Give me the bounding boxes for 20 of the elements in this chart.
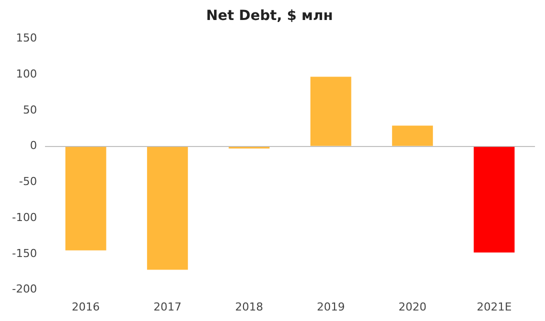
y-tick-label: 50	[22, 103, 37, 116]
y-tick-label: 0	[30, 139, 37, 152]
x-tick-label: 2021E	[476, 300, 512, 314]
x-tick-label: 2016	[72, 300, 100, 314]
bar	[147, 146, 188, 270]
y-tick-label: -200	[12, 282, 37, 296]
chart-title: Net Debt, $ млн	[206, 8, 333, 24]
bar	[65, 146, 106, 250]
x-tick-label: 2018	[235, 300, 264, 314]
x-tick-label: 2017	[153, 300, 182, 314]
x-tick-label: 2019	[316, 300, 345, 314]
y-tick-label: 150	[16, 32, 37, 45]
bar	[392, 126, 433, 146]
y-tick-label: 100	[16, 68, 37, 81]
y-tick-label: -150	[12, 246, 37, 260]
y-tick-label: -100	[12, 210, 37, 224]
bar	[310, 76, 352, 146]
y-tick-label: -50	[18, 175, 37, 188]
bar	[474, 146, 515, 253]
x-tick-label: 2020	[398, 300, 426, 314]
